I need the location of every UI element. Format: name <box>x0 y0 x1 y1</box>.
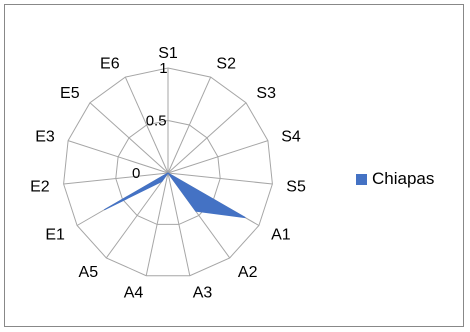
legend-swatch <box>356 173 367 185</box>
spoke-E6 <box>124 76 169 174</box>
radar-series <box>104 172 246 219</box>
category-labels: S1 S2 S3 S4 S5 A1 A2 A3 A4 A5 E1 E2 E3 E5 E6 <box>30 45 306 301</box>
spoke-A4 <box>145 172 169 276</box>
spoke-E2 <box>63 172 169 185</box>
spoke-E5 <box>89 102 169 174</box>
category-label-S1: S1 <box>158 45 178 62</box>
chart-frame: 0 0.5 1 S1 S2 S3 S4 S5 A1 A2 A3 A4 A5 E1 E2 E3 E5 E6 Chi… <box>4 4 464 327</box>
category-label-E6: E6 <box>100 56 120 73</box>
radial-tick-labels: 00.51 <box>132 60 168 182</box>
spoke-A3 <box>167 172 191 276</box>
tick-label-1: 1 <box>159 60 167 77</box>
category-label-S5: S5 <box>286 179 306 196</box>
category-label-A3: A3 <box>193 284 213 301</box>
grid-ring-1 <box>115 119 221 225</box>
category-label-A5: A5 <box>79 264 99 281</box>
legend-label: Chiapas <box>372 169 435 188</box>
category-label-A2: A2 <box>238 264 258 281</box>
series-area-Chiapas <box>104 172 246 219</box>
category-label-S4: S4 <box>281 129 301 146</box>
spoke-S5 <box>167 172 273 185</box>
category-label-E3: E3 <box>35 129 55 146</box>
spoke-S3 <box>167 102 247 174</box>
tick-label-0: 0 <box>132 165 140 182</box>
category-label-A4: A4 <box>124 284 144 301</box>
spoke-A5 <box>105 172 169 259</box>
radar-grid <box>63 67 273 277</box>
spoke-S2 <box>167 76 212 174</box>
category-label-S2: S2 <box>216 56 236 73</box>
spoke-S4 <box>167 140 269 174</box>
tick-label-0.5: 0.5 <box>146 113 167 130</box>
grid-ring-2 <box>63 67 273 277</box>
category-label-E5: E5 <box>60 85 80 102</box>
category-label-S3: S3 <box>256 85 276 102</box>
category-label-E2: E2 <box>30 179 50 196</box>
category-label-E1: E1 <box>45 227 65 244</box>
legend: Chiapas <box>356 169 434 189</box>
spoke-E3 <box>67 140 169 174</box>
category-label-A1: A1 <box>271 227 291 244</box>
